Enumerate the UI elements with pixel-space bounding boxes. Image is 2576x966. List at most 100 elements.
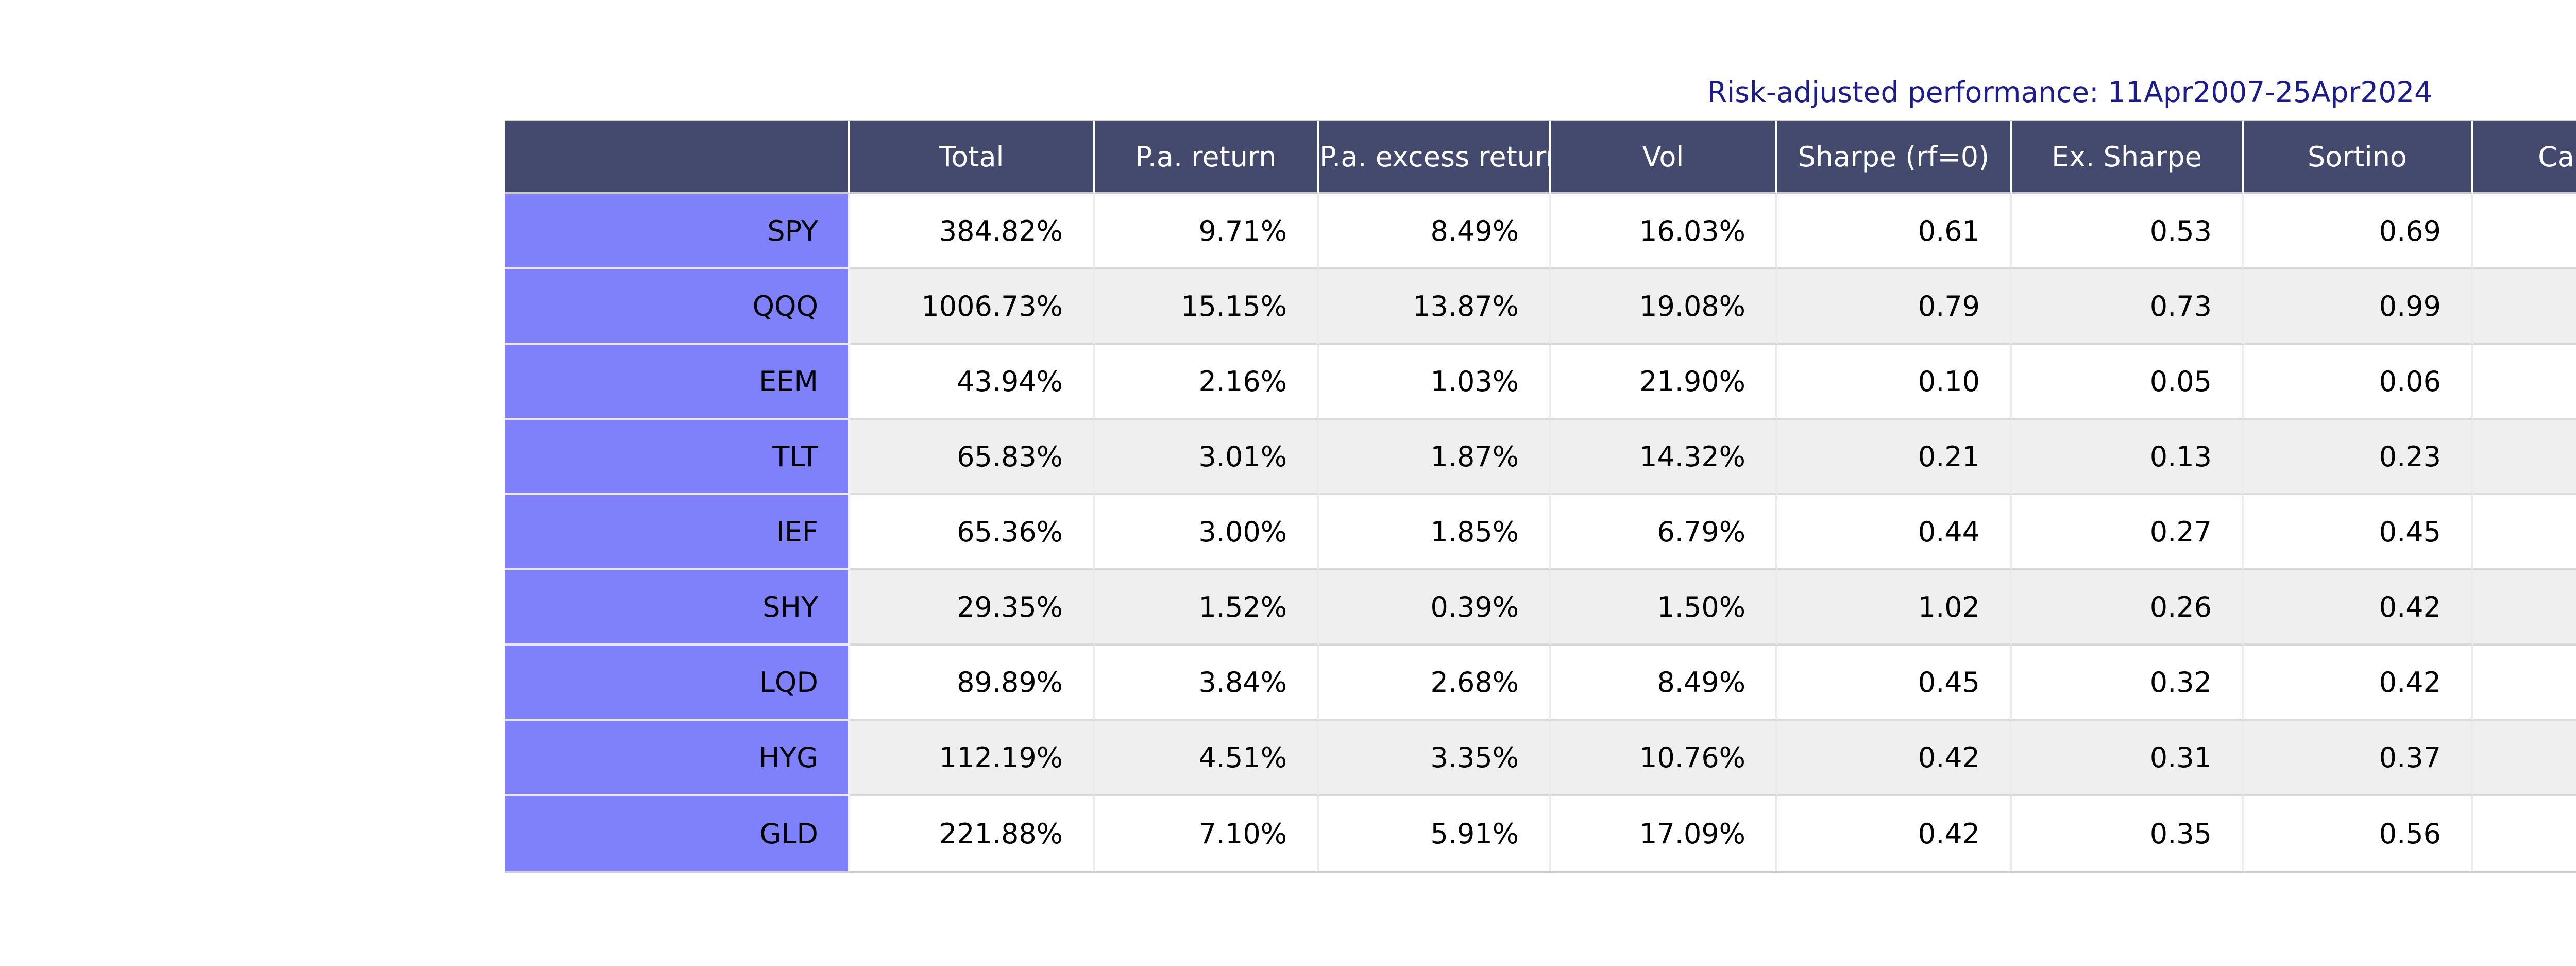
- cell-shy-vol: 1.50%: [1551, 570, 1777, 646]
- cell-eem-vol: 21.90%: [1551, 345, 1777, 420]
- cell-spy-p-a-return: 9.71%: [1095, 194, 1319, 269]
- cell-shy-calmar: 0.07: [2473, 570, 2576, 646]
- cell-eem-total: 43.94%: [850, 345, 1095, 420]
- table-row-hyg: HYG112.19%4.51%3.35%10.76%0.420.310.370.…: [505, 721, 2576, 796]
- cell-gld-sortino: 0.56: [2244, 796, 2473, 871]
- column-header-sortino: Sortino: [2244, 121, 2473, 194]
- cell-shy-ex-sharpe: 0.26: [2012, 570, 2244, 646]
- cell-lqd-p-a-return: 3.84%: [1095, 646, 1319, 721]
- row-label-header: [505, 121, 850, 194]
- cell-spy-ex-sharpe: 0.53: [2012, 194, 2244, 269]
- cell-tlt-calmar: 0.04: [2473, 420, 2576, 495]
- header-row: Total P.a. return P.a. excess return Vol Sha…: [505, 121, 2576, 194]
- cell-spy-sharpe-rf-0: 0.61: [1777, 194, 2012, 269]
- cell-ief-p-a-excess-return: 1.85%: [1319, 495, 1551, 570]
- cell-qqq-vol: 19.08%: [1551, 269, 1777, 345]
- cell-hyg-calmar: 0.10: [2473, 721, 2576, 796]
- cell-qqq-p-a-excess-return: 13.87%: [1319, 269, 1551, 345]
- table-row-tlt: TLT65.83%3.01%1.87%14.32%0.210.130.230.0…: [505, 420, 2576, 495]
- cell-ief-sharpe-rf-0: 0.44: [1777, 495, 2012, 570]
- cell-ief-calmar: 0.08: [2473, 495, 2576, 570]
- cell-spy-sortino: 0.69: [2244, 194, 2473, 269]
- column-header-total: Total: [850, 121, 1095, 194]
- cell-eem-p-a-excess-return: 1.03%: [1319, 345, 1551, 420]
- cell-tlt-p-a-return: 3.01%: [1095, 420, 1319, 495]
- cell-gld-sharpe-rf-0: 0.42: [1777, 796, 2012, 871]
- cell-tlt-vol: 14.32%: [1551, 420, 1777, 495]
- cell-lqd-p-a-excess-return: 2.68%: [1319, 646, 1551, 721]
- cell-spy-total: 384.82%: [850, 194, 1095, 269]
- cell-gld-p-a-excess-return: 5.91%: [1319, 796, 1551, 871]
- cell-gld-p-a-return: 7.10%: [1095, 796, 1319, 871]
- cell-qqq-p-a-return: 15.15%: [1095, 269, 1319, 345]
- row-label-hyg: HYG: [505, 721, 850, 796]
- row-label-eem: EEM: [505, 345, 850, 420]
- cell-eem-sharpe-rf-0: 0.10: [1777, 345, 2012, 420]
- cell-spy-calmar: 0.15: [2473, 194, 2576, 269]
- cell-spy-vol: 16.03%: [1551, 194, 1777, 269]
- row-label-spy: SPY: [505, 194, 850, 269]
- row-label-shy: SHY: [505, 570, 850, 646]
- cell-shy-p-a-return: 1.52%: [1095, 570, 1319, 646]
- cell-qqq-sortino: 0.99: [2244, 269, 2473, 345]
- cell-shy-sharpe-rf-0: 1.02: [1777, 570, 2012, 646]
- risk-performance-table: Total P.a. return P.a. excess return Vol Sha…: [505, 120, 2576, 873]
- row-label-lqd: LQD: [505, 646, 850, 721]
- cell-shy-p-a-excess-return: 0.39%: [1319, 570, 1551, 646]
- table-row-spy: SPY384.82%9.71%8.49%16.03%0.610.530.690.…: [505, 194, 2576, 269]
- table-body: SPY384.82%9.71%8.49%16.03%0.610.530.690.…: [505, 194, 2576, 871]
- column-header-p-a-excess-return: P.a. excess return: [1319, 121, 1551, 194]
- cell-spy-p-a-excess-return: 8.49%: [1319, 194, 1551, 269]
- cell-gld-vol: 17.09%: [1551, 796, 1777, 871]
- cell-tlt-total: 65.83%: [850, 420, 1095, 495]
- table-row-gld: GLD221.88%7.10%5.91%17.09%0.420.350.560.…: [505, 796, 2576, 871]
- table-row-qqq: QQQ 1006.73% 15.15% 13.87% 19.08% 0.79 0.73 0.9…: [505, 269, 2576, 345]
- cell-ief-sortino: 0.45: [2244, 495, 2473, 570]
- cell-lqd-calmar: 0.11: [2473, 646, 2576, 721]
- cell-hyg-sortino: 0.37: [2244, 721, 2473, 796]
- cell-ief-vol: 6.79%: [1551, 495, 1777, 570]
- cell-tlt-ex-sharpe: 0.13: [2012, 420, 2244, 495]
- column-header-vol: Vol: [1551, 121, 1777, 194]
- column-header-ex-sharpe: Ex. Sharpe: [2012, 121, 2244, 194]
- cell-tlt-p-a-excess-return: 1.87%: [1319, 420, 1551, 495]
- cell-lqd-total: 89.89%: [850, 646, 1095, 721]
- cell-gld-ex-sharpe: 0.35: [2012, 796, 2244, 871]
- cell-lqd-sortino: 0.42: [2244, 646, 2473, 721]
- cell-tlt-sortino: 0.23: [2244, 420, 2473, 495]
- figure-title: Risk-adjusted performance: 11Apr2007-25A…: [1707, 76, 2433, 109]
- cell-hyg-vol: 10.76%: [1551, 721, 1777, 796]
- cell-eem-p-a-return: 2.16%: [1095, 345, 1319, 420]
- column-header-p-a-return: P.a. return: [1095, 121, 1319, 194]
- table-row-lqd: LQD89.89%3.84%2.68%8.49%0.450.320.420.11…: [505, 646, 2576, 721]
- cell-qqq-total: 1006.73%: [850, 269, 1095, 345]
- table-row-ief: IEF65.36%3.00%1.85%6.79%0.440.270.450.08…: [505, 495, 2576, 570]
- cell-lqd-vol: 8.49%: [1551, 646, 1777, 721]
- row-label-tlt: TLT: [505, 420, 850, 495]
- row-label-qqq: QQQ: [505, 269, 850, 345]
- cell-lqd-sharpe-rf-0: 0.45: [1777, 646, 2012, 721]
- cell-lqd-ex-sharpe: 0.32: [2012, 646, 2244, 721]
- risk-performance-figure: Risk-adjusted performance: 11Apr2007-25A…: [505, 76, 2576, 873]
- cell-qqq-calmar: 0.26: [2473, 269, 2576, 345]
- row-label-gld: GLD: [505, 796, 850, 871]
- cell-gld-calmar: 0.13: [2473, 796, 2576, 871]
- cell-ief-p-a-return: 3.00%: [1095, 495, 1319, 570]
- cell-hyg-ex-sharpe: 0.31: [2012, 721, 2244, 796]
- cell-qqq-sharpe-rf-0: 0.79: [1777, 269, 2012, 345]
- cell-shy-total: 29.35%: [850, 570, 1095, 646]
- row-label-ief: IEF: [505, 495, 850, 570]
- cell-eem-ex-sharpe: 0.05: [2012, 345, 2244, 420]
- cell-hyg-total: 112.19%: [850, 721, 1095, 796]
- cell-eem-sortino: 0.06: [2244, 345, 2473, 420]
- cell-eem-calmar: 0.02: [2473, 345, 2576, 420]
- cell-ief-ex-sharpe: 0.27: [2012, 495, 2244, 570]
- cell-hyg-sharpe-rf-0: 0.42: [1777, 721, 2012, 796]
- cell-qqq-ex-sharpe: 0.73: [2012, 269, 2244, 345]
- cell-tlt-sharpe-rf-0: 0.21: [1777, 420, 2012, 495]
- table-row-eem: EEM43.94%2.16%1.03%21.90%0.100.050.060.0…: [505, 345, 2576, 420]
- column-header-sharpe-rf-0: Sharpe (rf=0): [1777, 121, 2012, 194]
- column-header-calmar: Calmar: [2473, 121, 2576, 194]
- cell-shy-sortino: 0.42: [2244, 570, 2473, 646]
- cell-gld-total: 221.88%: [850, 796, 1095, 871]
